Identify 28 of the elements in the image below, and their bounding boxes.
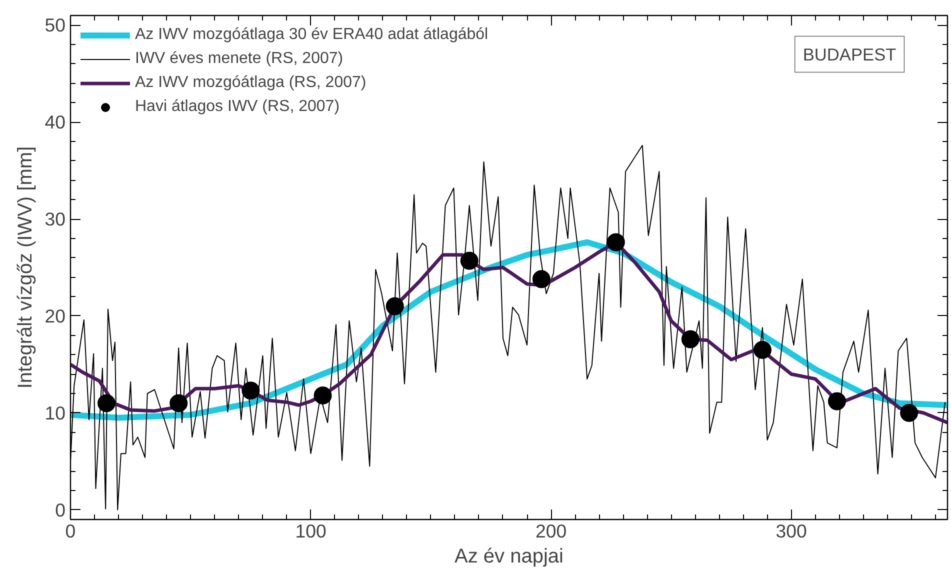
point	[170, 394, 188, 412]
point	[681, 330, 700, 348]
y-tick-label: 30	[44, 208, 66, 230]
legend-label: Az IWV mozgóátlaga 30 év ERA40 adat átlagából	[135, 25, 488, 45]
point	[532, 270, 550, 288]
point	[242, 382, 260, 400]
point	[606, 233, 625, 252]
x-tick-label: 100	[295, 520, 326, 542]
y-tick-label: 40	[44, 112, 66, 133]
y-tick-label: 50	[44, 14, 66, 36]
point	[98, 394, 116, 412]
x-tick-label: 200	[535, 520, 567, 542]
point	[460, 252, 478, 270]
y-tick-label: 10	[44, 402, 66, 424]
y-tick-label: 20	[44, 305, 66, 326]
point	[828, 392, 846, 410]
x-axis-title: Az év napjai	[454, 546, 564, 568]
point	[900, 404, 918, 422]
legend-label: Az IWV mozgóátlaga (RS, 2007)	[135, 73, 366, 93]
y-tick-label: 0	[55, 499, 66, 520]
y-axis-title: Integrált vízgőz (IWV) [mm]	[14, 146, 37, 389]
annotation: BUDAPEST	[802, 44, 897, 64]
point	[753, 340, 772, 359]
legend-label: IWV éves menete (RS, 2007)	[135, 49, 344, 69]
point	[314, 386, 332, 404]
legend-label: Havi átlagos IWV (RS, 2007)	[135, 97, 340, 117]
x-tick-label: 300	[776, 520, 807, 542]
point	[386, 297, 404, 316]
